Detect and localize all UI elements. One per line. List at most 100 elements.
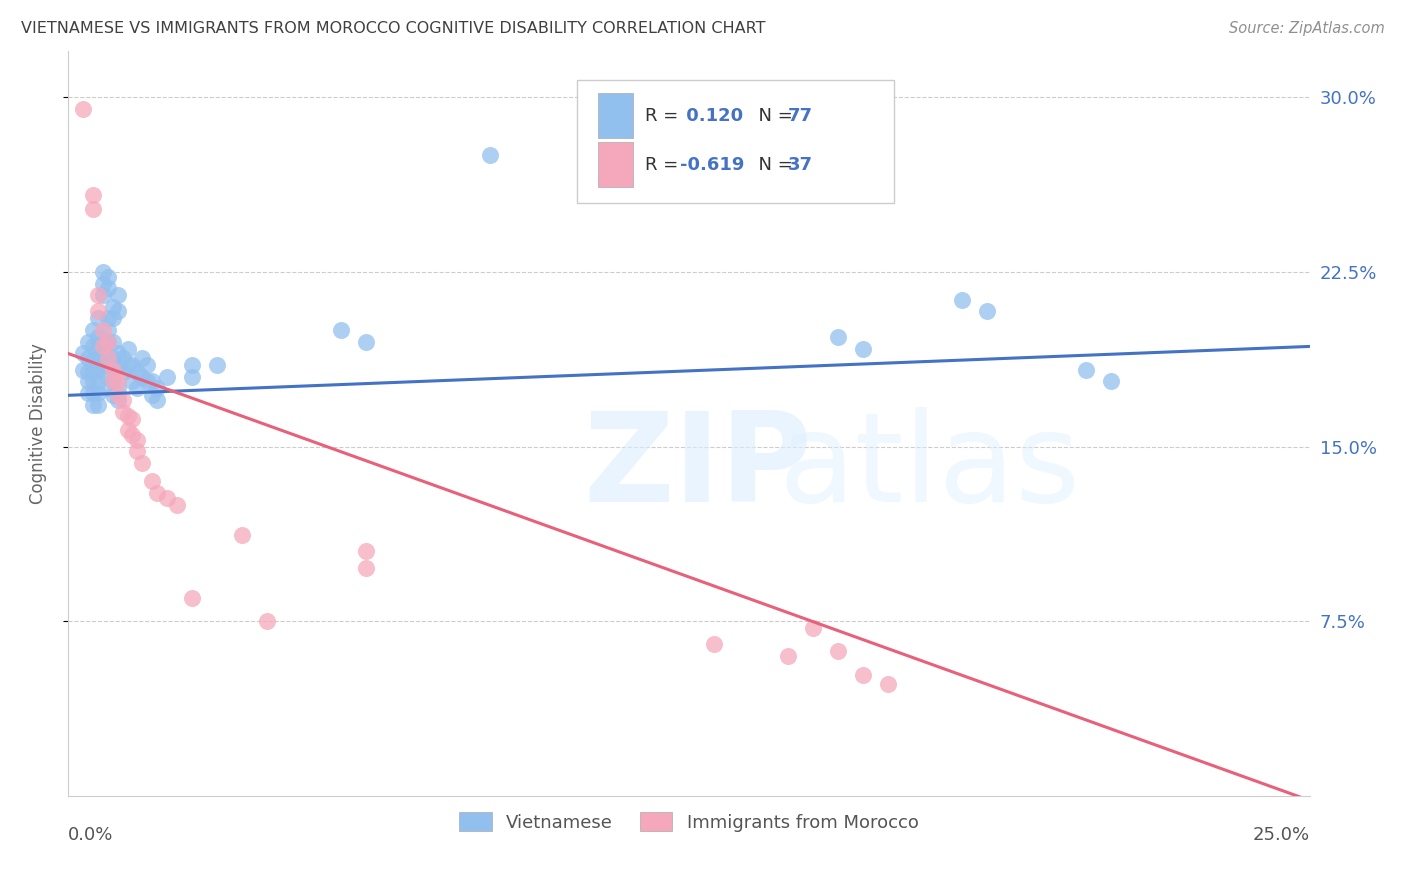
Point [76,375,98,389]
Point [82,386,104,401]
Point [107,346,129,360]
Point [76,334,98,349]
Point [107,381,129,395]
Text: VIETNAMESE VS IMMIGRANTS FROM MOROCCO COGNITIVE DISABILITY CORRELATION CHART: VIETNAMESE VS IMMIGRANTS FROM MOROCCO CO… [21,21,766,36]
Point [86,398,108,412]
Point [101,388,124,402]
Point [91,277,114,291]
Point [117,409,139,424]
Point [97,351,120,365]
Point [131,369,153,384]
Point [181,591,204,605]
Point [827,330,849,344]
Point [91,334,114,349]
Point [91,323,114,337]
Text: Source: ZipAtlas.com: Source: ZipAtlas.com [1229,21,1385,36]
Point [950,293,973,307]
Point [82,353,104,368]
Text: 77: 77 [789,106,813,125]
Text: N =: N = [747,106,799,125]
Point [91,288,114,302]
Point [82,339,104,353]
Point [107,358,129,372]
Point [82,323,104,337]
Point [181,369,204,384]
Text: 37: 37 [789,156,813,174]
Point [205,358,228,372]
Point [107,388,129,402]
Point [111,404,134,418]
Point [91,358,114,372]
Point [141,388,163,402]
Point [97,334,120,349]
Point [146,392,169,407]
Point [156,491,179,505]
Point [97,281,120,295]
Point [121,375,143,389]
Point [127,381,149,395]
Point [91,265,114,279]
Point [141,475,163,489]
Point [117,423,139,437]
Point [76,351,98,365]
Point [97,269,120,284]
Point [82,202,104,216]
Text: N =: N = [747,156,799,174]
Point [86,351,108,365]
Point [156,369,179,384]
FancyBboxPatch shape [598,143,633,187]
Point [141,375,163,389]
Point [82,375,104,389]
Point [146,381,169,395]
Point [97,358,120,372]
Text: ZIP: ZIP [583,408,813,528]
Point [852,667,875,681]
FancyBboxPatch shape [598,93,633,138]
Point [76,365,98,379]
Point [107,392,129,407]
Point [131,351,153,365]
Point [101,334,124,349]
Point [703,638,725,652]
FancyBboxPatch shape [576,80,894,203]
Point [827,644,849,658]
Point [354,544,377,558]
Point [101,300,124,314]
Point [111,351,134,365]
Point [101,351,124,365]
Point [801,621,824,635]
Point [354,334,377,349]
Point [82,188,104,202]
Point [256,614,278,628]
Point [97,323,120,337]
Point [97,369,120,384]
Point [181,358,204,372]
Point [231,528,253,542]
Point [86,339,108,353]
Text: -0.619: -0.619 [681,156,745,174]
Point [330,323,353,337]
Point [97,334,120,349]
Text: 0.120: 0.120 [681,106,744,125]
Point [86,386,108,401]
Point [876,677,898,691]
Point [76,386,98,401]
Point [136,375,159,389]
Point [354,560,377,574]
Point [146,486,169,500]
Point [111,365,134,379]
Point [97,381,120,395]
Point [111,392,134,407]
Point [72,102,94,116]
Legend: Vietnamese, Immigrants from Morocco: Vietnamese, Immigrants from Morocco [451,805,927,839]
Point [107,375,129,389]
Point [86,288,108,302]
Point [86,375,108,389]
Text: R =: R = [645,106,685,125]
Point [127,365,149,379]
Point [86,311,108,326]
Point [166,498,188,512]
Point [778,649,800,664]
Point [101,375,124,389]
Point [91,339,114,353]
